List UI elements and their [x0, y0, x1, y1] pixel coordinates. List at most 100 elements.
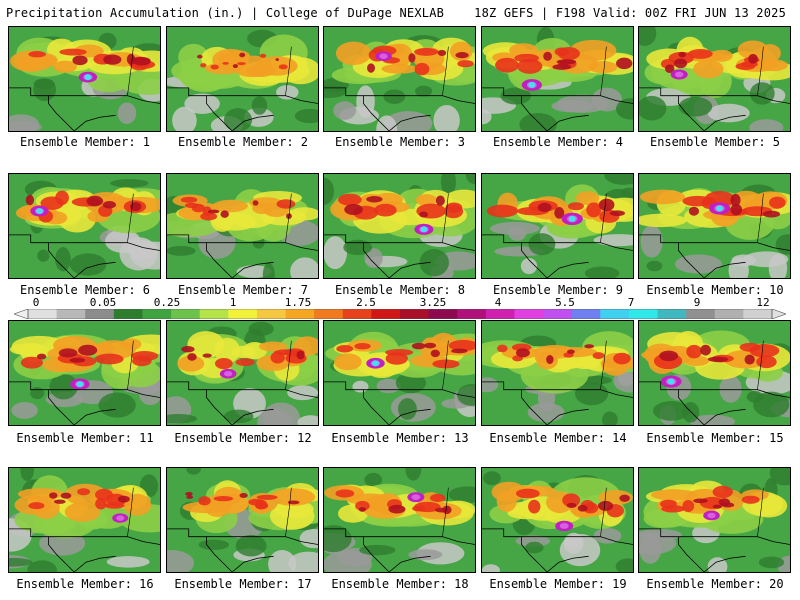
coastline — [231, 555, 274, 572]
precip-contour — [730, 193, 741, 207]
colorbar-segment — [171, 309, 201, 319]
precip-contour — [287, 500, 300, 505]
state-border — [521, 536, 633, 545]
light-precip-area — [248, 321, 274, 336]
precip-contour — [693, 498, 708, 504]
precip-contour — [557, 47, 580, 60]
light-precip-area — [457, 384, 475, 406]
ensemble-member-label: Ensemble Member: 13 — [331, 431, 469, 445]
coastline — [546, 555, 589, 572]
light-precip-area — [30, 386, 45, 400]
precip-map-16 — [9, 468, 160, 572]
precip-contour — [94, 488, 113, 501]
precip-contour — [592, 352, 605, 360]
colorbar-tick-label: 2.5 — [356, 296, 376, 309]
state-border — [206, 389, 318, 398]
precip-contour — [688, 49, 713, 59]
precip-contour — [28, 51, 46, 58]
light-precip-area — [294, 108, 318, 124]
state-border — [285, 487, 292, 537]
precip-contour — [366, 196, 383, 203]
precip-contour — [270, 351, 285, 364]
colorbar-segment — [256, 309, 287, 319]
dry-area — [352, 380, 369, 393]
state-border — [482, 381, 548, 425]
light-precip-area — [758, 556, 785, 569]
colorbar-segment — [371, 309, 401, 319]
colorbar-segment — [485, 309, 515, 319]
precip-contour — [49, 492, 58, 499]
precip-contour — [682, 499, 695, 512]
dry-area — [117, 102, 137, 124]
light-precip-area — [359, 544, 396, 556]
colorbar-segment — [285, 309, 315, 319]
coastline — [388, 555, 431, 572]
dry-area — [508, 226, 527, 241]
coastline — [703, 555, 746, 572]
precip-map-18 — [324, 468, 475, 572]
dry-area — [172, 106, 197, 131]
state-border — [127, 46, 134, 96]
colorbar-tick-label: 12 — [756, 296, 770, 309]
precip-contour — [588, 60, 618, 74]
state-border — [127, 193, 134, 243]
precip-contour — [338, 193, 362, 206]
colorbar-tick-label: 7 — [627, 296, 635, 309]
precip-contour — [336, 345, 354, 353]
state-border — [48, 242, 160, 251]
precip-contour — [335, 41, 372, 66]
state-border — [363, 95, 475, 104]
precip-contour — [258, 341, 288, 352]
coastline — [546, 114, 589, 131]
precip-contour — [650, 489, 698, 501]
state-border — [363, 536, 475, 545]
precip-contour — [72, 55, 88, 66]
light-precip-area — [251, 96, 268, 115]
colorbar-segment — [428, 309, 458, 319]
precip-contour — [185, 491, 193, 496]
dry-area — [167, 550, 195, 572]
extreme-precip-core — [528, 82, 536, 88]
precip-contour — [276, 199, 296, 209]
precip-contour — [177, 355, 205, 372]
precip-contour — [78, 344, 98, 356]
ensemble-member-label: Ensemble Member: 7 — [177, 283, 309, 297]
precip-contour — [237, 62, 246, 66]
coastline — [703, 261, 746, 278]
precip-contour — [36, 353, 47, 360]
light-precip-area — [440, 174, 457, 196]
precip-contour — [77, 488, 91, 496]
light-precip-area — [167, 245, 196, 256]
precip-contour — [54, 499, 66, 504]
precip-contour — [28, 502, 45, 510]
precip-map-12 — [167, 321, 318, 425]
precip-contour — [388, 504, 406, 514]
heavy-precip-core — [224, 370, 233, 377]
precip-contour — [55, 190, 69, 205]
ensemble-map-panel-6 — [8, 173, 161, 279]
precip-contour — [688, 206, 700, 216]
state-border — [285, 193, 292, 243]
state-border — [600, 193, 607, 243]
coastline — [388, 114, 431, 131]
state-border — [678, 242, 790, 251]
light-precip-area — [235, 534, 267, 557]
precip-contour — [202, 206, 212, 216]
state-border — [521, 242, 633, 251]
precip-contour — [187, 353, 197, 361]
precip-contour — [486, 204, 519, 218]
precip-contour — [442, 505, 452, 515]
state-border — [285, 340, 292, 390]
precip-contour — [232, 64, 238, 69]
precip-contour — [586, 202, 602, 218]
colorbar-max-arrow — [771, 309, 786, 319]
precip-map-2 — [167, 27, 318, 131]
precip-contour — [537, 202, 552, 212]
dry-area — [515, 535, 551, 547]
heavy-precip-core — [116, 515, 125, 521]
precip-contour — [181, 346, 195, 353]
light-precip-area — [652, 401, 690, 421]
state-border — [48, 389, 160, 398]
precip-contour — [202, 353, 212, 358]
precip-contour — [609, 210, 626, 217]
